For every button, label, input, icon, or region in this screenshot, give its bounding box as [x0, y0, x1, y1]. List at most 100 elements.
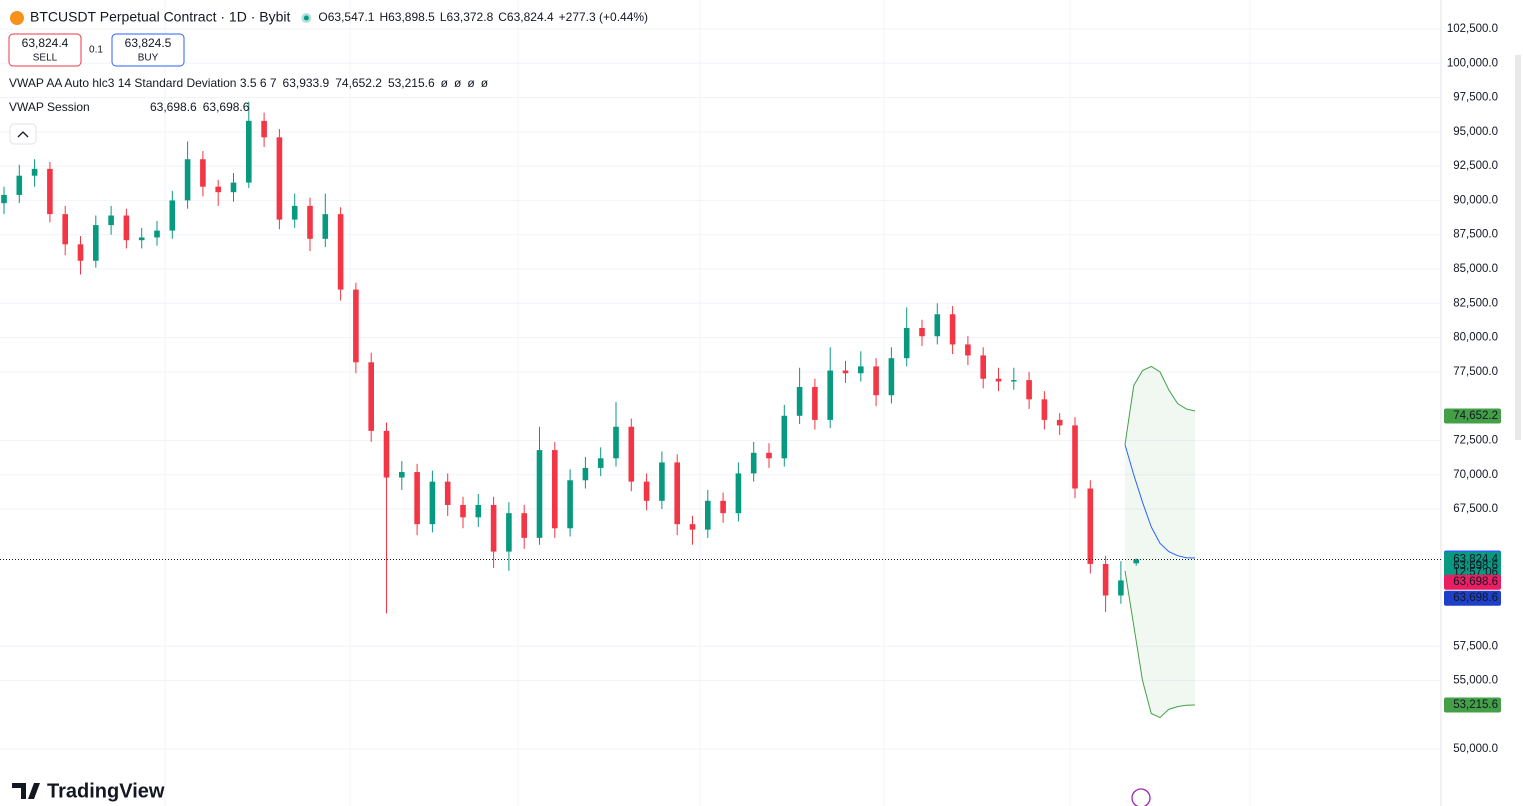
- y-tick-label: 72,500.0: [1453, 435, 1498, 447]
- candle-body: [903, 327, 910, 359]
- price-tag-label: 63,698.6: [1453, 576, 1498, 588]
- candle-body: [353, 289, 359, 363]
- candle-body: [475, 504, 482, 518]
- indicator-value: 63,698.6: [150, 100, 197, 114]
- replay-button[interactable]: [1131, 788, 1151, 806]
- candle-body: [812, 386, 818, 420]
- candle-body: [261, 120, 267, 138]
- y-tick-label: 102,500.0: [1447, 23, 1498, 35]
- candle-body: [1056, 419, 1063, 426]
- y-tick-label: 85,000.0: [1453, 263, 1498, 275]
- y-tick-label: 55,000.0: [1453, 675, 1498, 687]
- indicator-value: 53,215.6: [388, 76, 435, 90]
- price-tag: [1444, 697, 1501, 713]
- candle-body: [154, 230, 160, 238]
- candle-body: [536, 450, 543, 538]
- ohlc-value: 63,547.1: [328, 10, 375, 24]
- buy-button[interactable]: [111, 33, 185, 67]
- candle-body: [934, 314, 941, 337]
- price-change: +277.3 (+0.44%): [559, 10, 648, 24]
- price-tag: [1444, 408, 1501, 424]
- candle-body: [444, 481, 451, 505]
- price-axis: 102,500.0 100,000.0 97,500.0 95,000.0 92,500…: [1447, 23, 1498, 755]
- candle-body: [521, 513, 527, 538]
- candle-body: [246, 120, 252, 183]
- candle-body: [919, 327, 925, 337]
- candle-body: [582, 467, 589, 481]
- candle-body: [949, 314, 956, 345]
- y-tick-label: 77,500.0: [1453, 366, 1498, 378]
- indicator-name: VWAP AA Auto hlc3 14 Standard Deviation …: [9, 76, 277, 90]
- indicator-value: ø: [467, 76, 475, 90]
- brand-name: TradingView: [47, 780, 165, 802]
- candle-body: [47, 168, 53, 215]
- candle-body: [383, 430, 390, 478]
- candle-body: [888, 358, 895, 396]
- ohlc-value: 63,898.5: [388, 10, 435, 24]
- ohlc-value: 63,372.8: [447, 10, 494, 24]
- indicator-value: ø: [454, 76, 462, 90]
- candle-body: [858, 366, 864, 374]
- price-tag-label: 53,215.6: [1453, 699, 1498, 711]
- price-tag: [1444, 574, 1501, 590]
- y-tick-label: 67,500.0: [1453, 503, 1498, 515]
- y-tick-label: 95,000.0: [1453, 126, 1498, 138]
- candle-body: [1011, 380, 1017, 382]
- buy-label: BUY: [138, 53, 159, 64]
- projection-middle: [1124, 444, 1196, 559]
- collapse-button[interactable]: [9, 123, 37, 145]
- candle-body: [123, 215, 130, 241]
- ohlc-key: C: [498, 10, 507, 24]
- y-tick-label: 70,000.0: [1453, 469, 1498, 481]
- price-tag-label: 63,698.6: [1453, 592, 1498, 604]
- candle-body: [230, 182, 237, 193]
- candle-body: [659, 462, 665, 501]
- candle-body: [1102, 563, 1109, 596]
- candle-body: [77, 244, 84, 261]
- projection-upper: [1124, 365, 1196, 445]
- candle-body: [337, 214, 344, 290]
- candle-body: [169, 200, 176, 231]
- price-tag-label: 74,652.2: [1453, 410, 1498, 422]
- candle-body: [750, 452, 757, 474]
- y-tick-label: 90,000.0: [1453, 194, 1498, 206]
- candle-body: [567, 480, 573, 529]
- projection-area: [1125, 366, 1195, 718]
- candle-body: [1026, 380, 1032, 400]
- candle-body: [643, 481, 650, 501]
- candle-body: [490, 504, 497, 552]
- candle-body: [184, 159, 191, 201]
- candle-body: [16, 175, 23, 195]
- y-tick-label: 80,000.0: [1453, 332, 1498, 344]
- candle-body: [1041, 399, 1048, 420]
- candle-body: [215, 186, 221, 193]
- candle-body: [322, 214, 329, 239]
- y-tick-label: 100,000.0: [1447, 57, 1498, 69]
- candle-body: [720, 500, 726, 514]
- candle-body: [1118, 580, 1124, 596]
- candle-body: [429, 481, 436, 525]
- candle-body: [399, 472, 405, 478]
- candle-body: [414, 472, 420, 525]
- indicator-value: 63,698.6: [203, 100, 250, 114]
- sell-button[interactable]: [8, 33, 82, 67]
- price-tag: [1444, 551, 1501, 580]
- candle-body: [62, 214, 68, 245]
- ohlc-value: 63,824.4: [507, 10, 554, 24]
- ohlc-key: H: [379, 10, 388, 24]
- candle-body: [93, 225, 99, 261]
- candle-body: [276, 137, 283, 220]
- scrollbar[interactable]: [1515, 55, 1521, 440]
- collapse-icon: [17, 131, 29, 138]
- ohlc-key: O: [318, 10, 327, 24]
- indicator-name: VWAP Session: [9, 100, 90, 114]
- market-status-dot: [303, 15, 309, 21]
- candle-body: [552, 450, 558, 529]
- y-tick-label: 92,500.0: [1453, 160, 1498, 172]
- candle-body: [460, 504, 466, 518]
- candle-body: [200, 159, 206, 187]
- candle-body: [291, 205, 298, 220]
- y-tick-label: 97,500.0: [1453, 92, 1498, 104]
- candle-body: [1133, 559, 1139, 564]
- candle-body: [965, 344, 971, 356]
